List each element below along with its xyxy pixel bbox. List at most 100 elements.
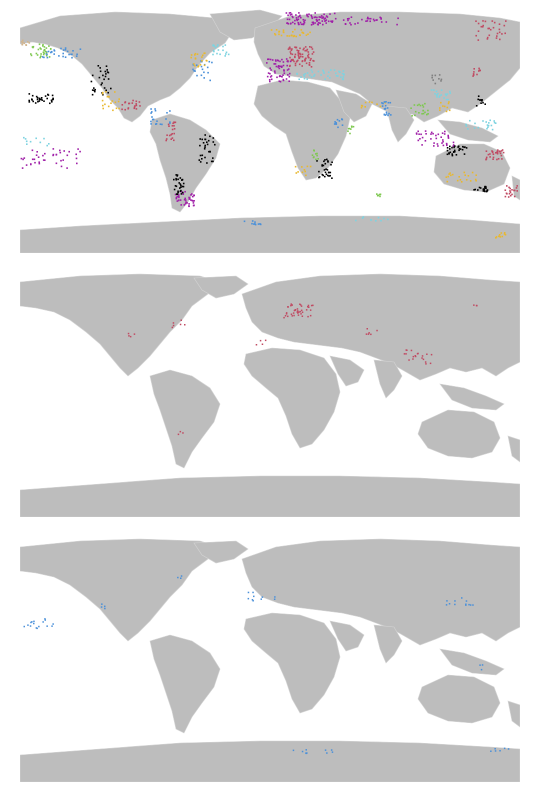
occurrence-point (297, 51, 299, 54)
occurrence-point (306, 72, 309, 74)
occurrence-point (482, 120, 484, 122)
occurrence-point (121, 108, 123, 111)
occurrence-point (31, 99, 33, 101)
occurrence-point (169, 122, 171, 125)
occurrence-point (492, 158, 494, 160)
occurrence-point (290, 304, 292, 307)
occurrence-point (474, 178, 477, 181)
occurrence-point (184, 197, 186, 200)
occurrence-point (452, 145, 454, 147)
occurrence-point (487, 124, 490, 127)
eurasia-land (241, 538, 520, 646)
occurrence-point (53, 49, 55, 51)
occurrence-point (290, 34, 292, 37)
occurrence-point (103, 87, 106, 89)
occurrence-point (70, 53, 72, 56)
occurrence-point (434, 82, 437, 85)
occurrence-point (287, 68, 290, 70)
occurrence-point (173, 132, 175, 135)
occurrence-point (475, 34, 477, 37)
occurrence-point (28, 101, 31, 103)
occurrence-point (492, 26, 495, 29)
occurrence-point (431, 76, 433, 79)
occurrence-point (489, 153, 491, 155)
occurrence-point (281, 58, 283, 61)
occurrence-point (384, 114, 387, 116)
occurrence-point (509, 187, 511, 190)
occurrence-point (479, 664, 481, 666)
occurrence-point (44, 152, 46, 155)
occurrence-point (313, 149, 315, 151)
occurrence-point (445, 94, 448, 97)
occurrence-point (445, 110, 448, 113)
occurrence-point (417, 139, 420, 142)
occurrence-point (307, 51, 310, 53)
occurrence-point (264, 339, 267, 342)
occurrence-point (500, 232, 503, 234)
occurrence-point (492, 153, 495, 155)
occurrence-point (297, 310, 299, 312)
occurrence-point (297, 312, 299, 314)
occurrence-point (39, 47, 41, 49)
occurrence-point (66, 50, 69, 53)
occurrence-point (379, 105, 382, 108)
occurrence-point (193, 194, 195, 196)
occurrence-point (201, 158, 203, 160)
occurrence-point (448, 109, 451, 112)
occurrence-point (334, 121, 336, 123)
occurrence-point (170, 138, 172, 140)
occurrence-point (213, 50, 215, 53)
occurrence-point (504, 233, 507, 236)
occurrence-point (477, 98, 479, 101)
occurrence-point (443, 133, 446, 135)
occurrence-point (288, 35, 290, 37)
occurrence-point (451, 173, 454, 176)
occurrence-point (485, 121, 487, 123)
occurrence-point (387, 101, 390, 104)
occurrence-point (286, 22, 289, 24)
occurrence-point (445, 176, 448, 178)
occurrence-point (271, 59, 274, 61)
occurrence-point (368, 17, 370, 20)
occurrence-point (179, 323, 182, 326)
occurrence-point (316, 20, 318, 23)
occurrence-point (298, 55, 300, 58)
occurrence-point (469, 604, 472, 606)
occurrence-point (27, 41, 29, 43)
occurrence-point (261, 343, 264, 345)
occurrence-point (292, 58, 294, 61)
occurrence-point (155, 123, 158, 125)
occurrence-point (325, 15, 328, 17)
occurrence-point (376, 19, 378, 21)
occurrence-point (306, 14, 308, 17)
occurrence-point (412, 355, 415, 358)
occurrence-point (433, 145, 435, 147)
occurrence-point (341, 124, 344, 126)
occurrence-point (344, 23, 347, 25)
eurasia-land (241, 273, 520, 381)
occurrence-point (25, 44, 27, 46)
occurrence-point (201, 54, 204, 57)
occurrence-point (452, 141, 455, 144)
occurrence-point (330, 20, 332, 23)
occurrence-point (447, 135, 450, 138)
occurrence-point (133, 107, 136, 110)
occurrence-point (350, 128, 352, 130)
occurrence-point (31, 621, 33, 623)
occurrence-point (107, 105, 110, 108)
occurrence-point (324, 171, 327, 174)
occurrence-point (316, 19, 319, 22)
occurrence-point (33, 622, 35, 625)
occurrence-point (129, 335, 132, 338)
occurrence-point (174, 185, 177, 187)
occurrence-point (287, 48, 290, 50)
occurrence-point (442, 140, 444, 143)
occurrence-point (200, 74, 203, 77)
occurrence-point (40, 98, 42, 101)
occurrence-point (478, 70, 480, 72)
occurrence-point (42, 159, 45, 161)
occurrence-point (196, 53, 199, 55)
africa-land (243, 347, 341, 449)
occurrence-point (459, 148, 462, 150)
india-land (385, 105, 415, 143)
